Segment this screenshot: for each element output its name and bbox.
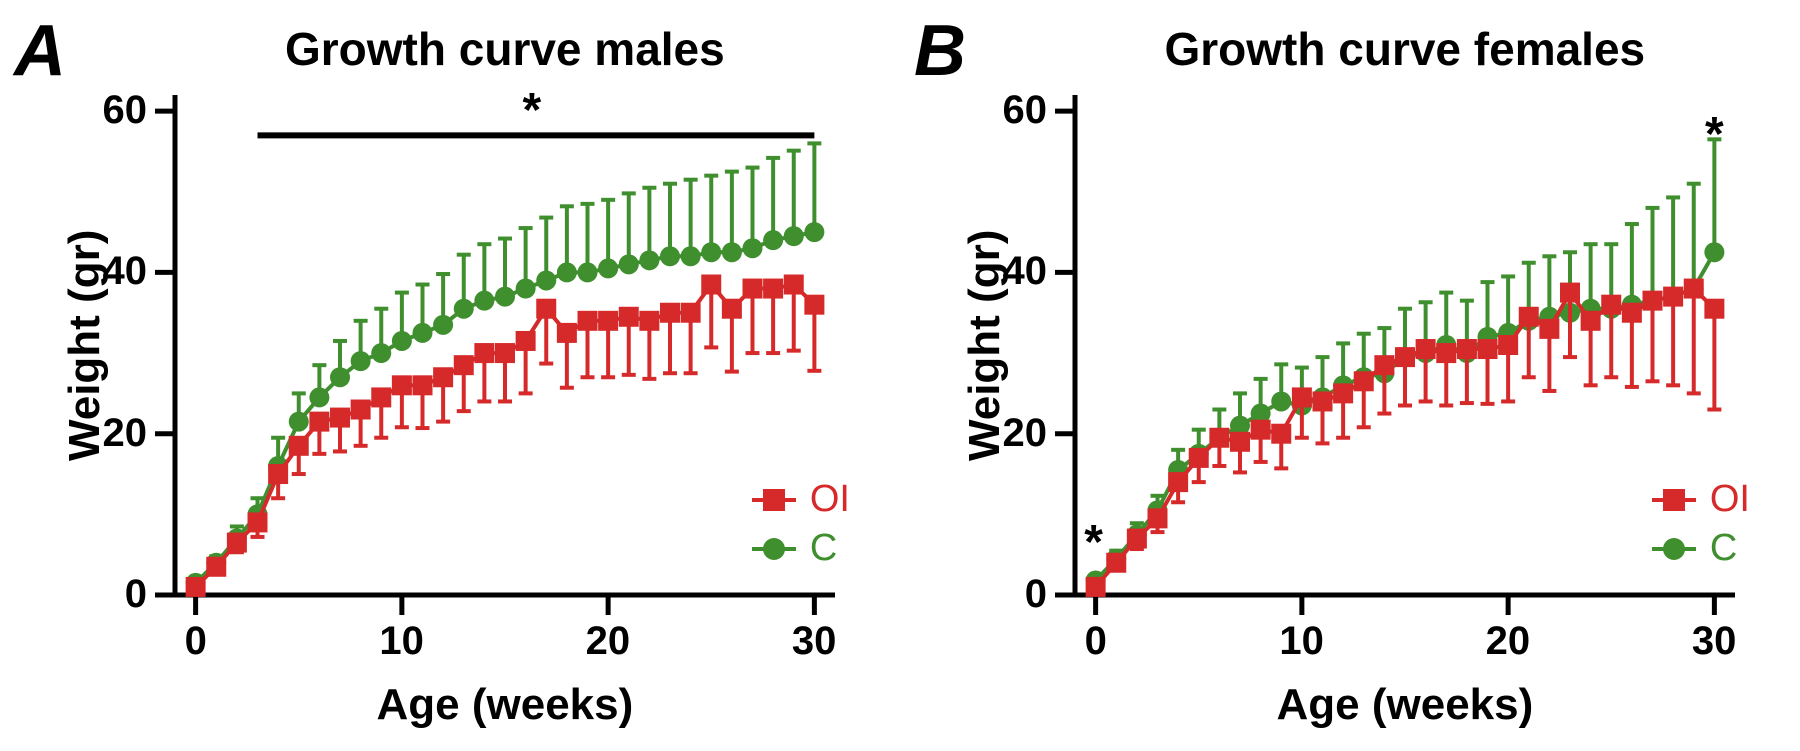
figure: AGrowth curve malesWeight (gr)Age (weeks… xyxy=(0,0,1800,751)
x-axis-label: Age (weeks) xyxy=(377,680,634,730)
legend-marker-icon xyxy=(752,538,796,560)
panel-A: AGrowth curve malesWeight (gr)Age (weeks… xyxy=(0,0,900,751)
y-tick-label: 60 xyxy=(103,88,148,133)
legend-label: OI xyxy=(1710,478,1750,521)
x-tick-label: 20 xyxy=(586,619,631,664)
x-tick-label: 30 xyxy=(1692,619,1737,664)
y-tick-label: 40 xyxy=(1003,249,1048,294)
legend-marker-icon xyxy=(1652,489,1696,511)
legend-label: C xyxy=(1710,527,1737,570)
x-tick-label: 10 xyxy=(379,619,424,664)
significance-star: * xyxy=(1084,515,1103,570)
x-tick-label: 0 xyxy=(1085,619,1107,664)
legend-marker-icon xyxy=(1652,538,1696,560)
y-tick-label: 60 xyxy=(1003,88,1048,133)
panel-B: BGrowth curve femalesWeight (gr)Age (wee… xyxy=(900,0,1800,751)
x-tick-label: 30 xyxy=(792,619,837,664)
x-tick-label: 20 xyxy=(1486,619,1531,664)
plot-area xyxy=(175,95,835,595)
plot-area xyxy=(1075,95,1735,595)
x-tick-label: 10 xyxy=(1279,619,1324,664)
y-tick-label: 40 xyxy=(103,249,148,294)
significance-star: * xyxy=(522,83,541,138)
legend-item: OI xyxy=(1652,478,1750,521)
legend-item: OI xyxy=(752,478,850,521)
legend: OI C xyxy=(1652,478,1750,576)
legend-marker-icon xyxy=(752,489,796,511)
panel-letter: A xyxy=(14,10,66,92)
y-tick-label: 20 xyxy=(1003,411,1048,456)
y-tick-label: 0 xyxy=(1025,572,1047,617)
legend: OI C xyxy=(752,478,850,576)
x-tick-label: 0 xyxy=(185,619,207,664)
significance-star: * xyxy=(1705,107,1724,162)
legend-item: C xyxy=(1652,527,1750,570)
legend-label: C xyxy=(810,527,837,570)
x-axis-label: Age (weeks) xyxy=(1277,680,1534,730)
y-tick-label: 20 xyxy=(103,411,148,456)
legend-item: C xyxy=(752,527,850,570)
y-tick-label: 0 xyxy=(125,572,147,617)
panel-letter: B xyxy=(914,10,966,92)
legend-label: OI xyxy=(810,478,850,521)
